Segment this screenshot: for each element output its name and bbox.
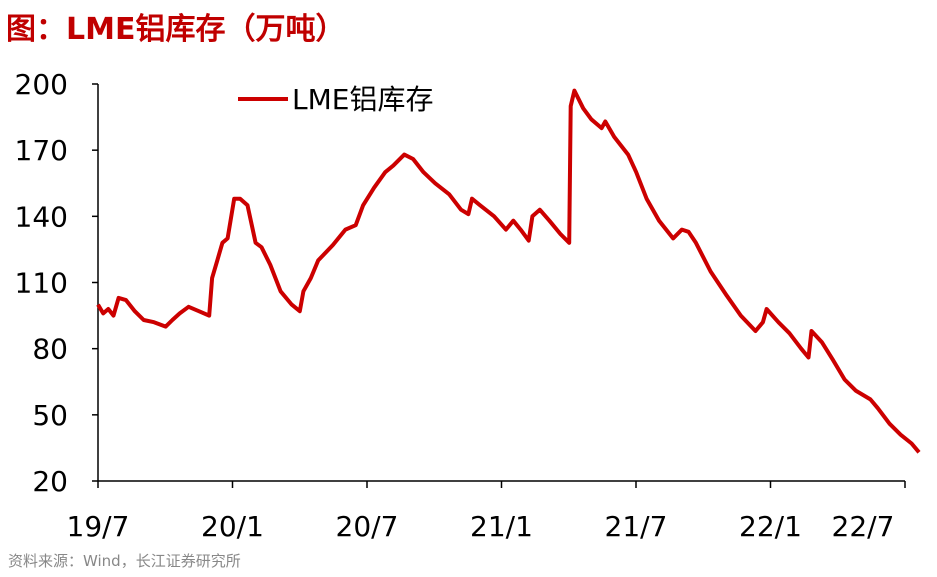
x-tick-label: 22/1 <box>739 510 802 543</box>
x-tick-label: 21/7 <box>605 510 668 543</box>
x-tick-label: 20/7 <box>336 510 399 543</box>
legend-label: LME铝库存 <box>292 83 433 116</box>
x-tick-label: 21/1 <box>470 510 533 543</box>
x-tick-label: 19/7 <box>67 510 130 543</box>
y-tick-label: 50 <box>32 399 68 432</box>
x-tick-label: 20/1 <box>201 510 264 543</box>
series-line-lme-aluminum <box>96 88 921 454</box>
x-tick-label: 22/7 <box>832 510 895 543</box>
y-tick-label: 170 <box>15 134 68 167</box>
y-tick-label: 200 <box>15 68 68 101</box>
y-tick-label: 140 <box>15 200 68 233</box>
y-tick-label: 110 <box>15 267 68 300</box>
y-tick-label: 80 <box>32 333 68 366</box>
chart-title: 图：LME铝库存（万吨） <box>6 12 346 47</box>
x-axis-ticks: 19/7 20/1 20/7 21/1 21/7 22/1 22/7 <box>67 481 906 543</box>
y-axis-ticks: 20 50 80 110 140 170 200 <box>15 68 98 498</box>
legend: LME铝库存 <box>238 83 433 116</box>
source-note: 资料来源：Wind，长江证券研究所 <box>8 552 241 570</box>
y-tick-label: 20 <box>32 465 68 498</box>
